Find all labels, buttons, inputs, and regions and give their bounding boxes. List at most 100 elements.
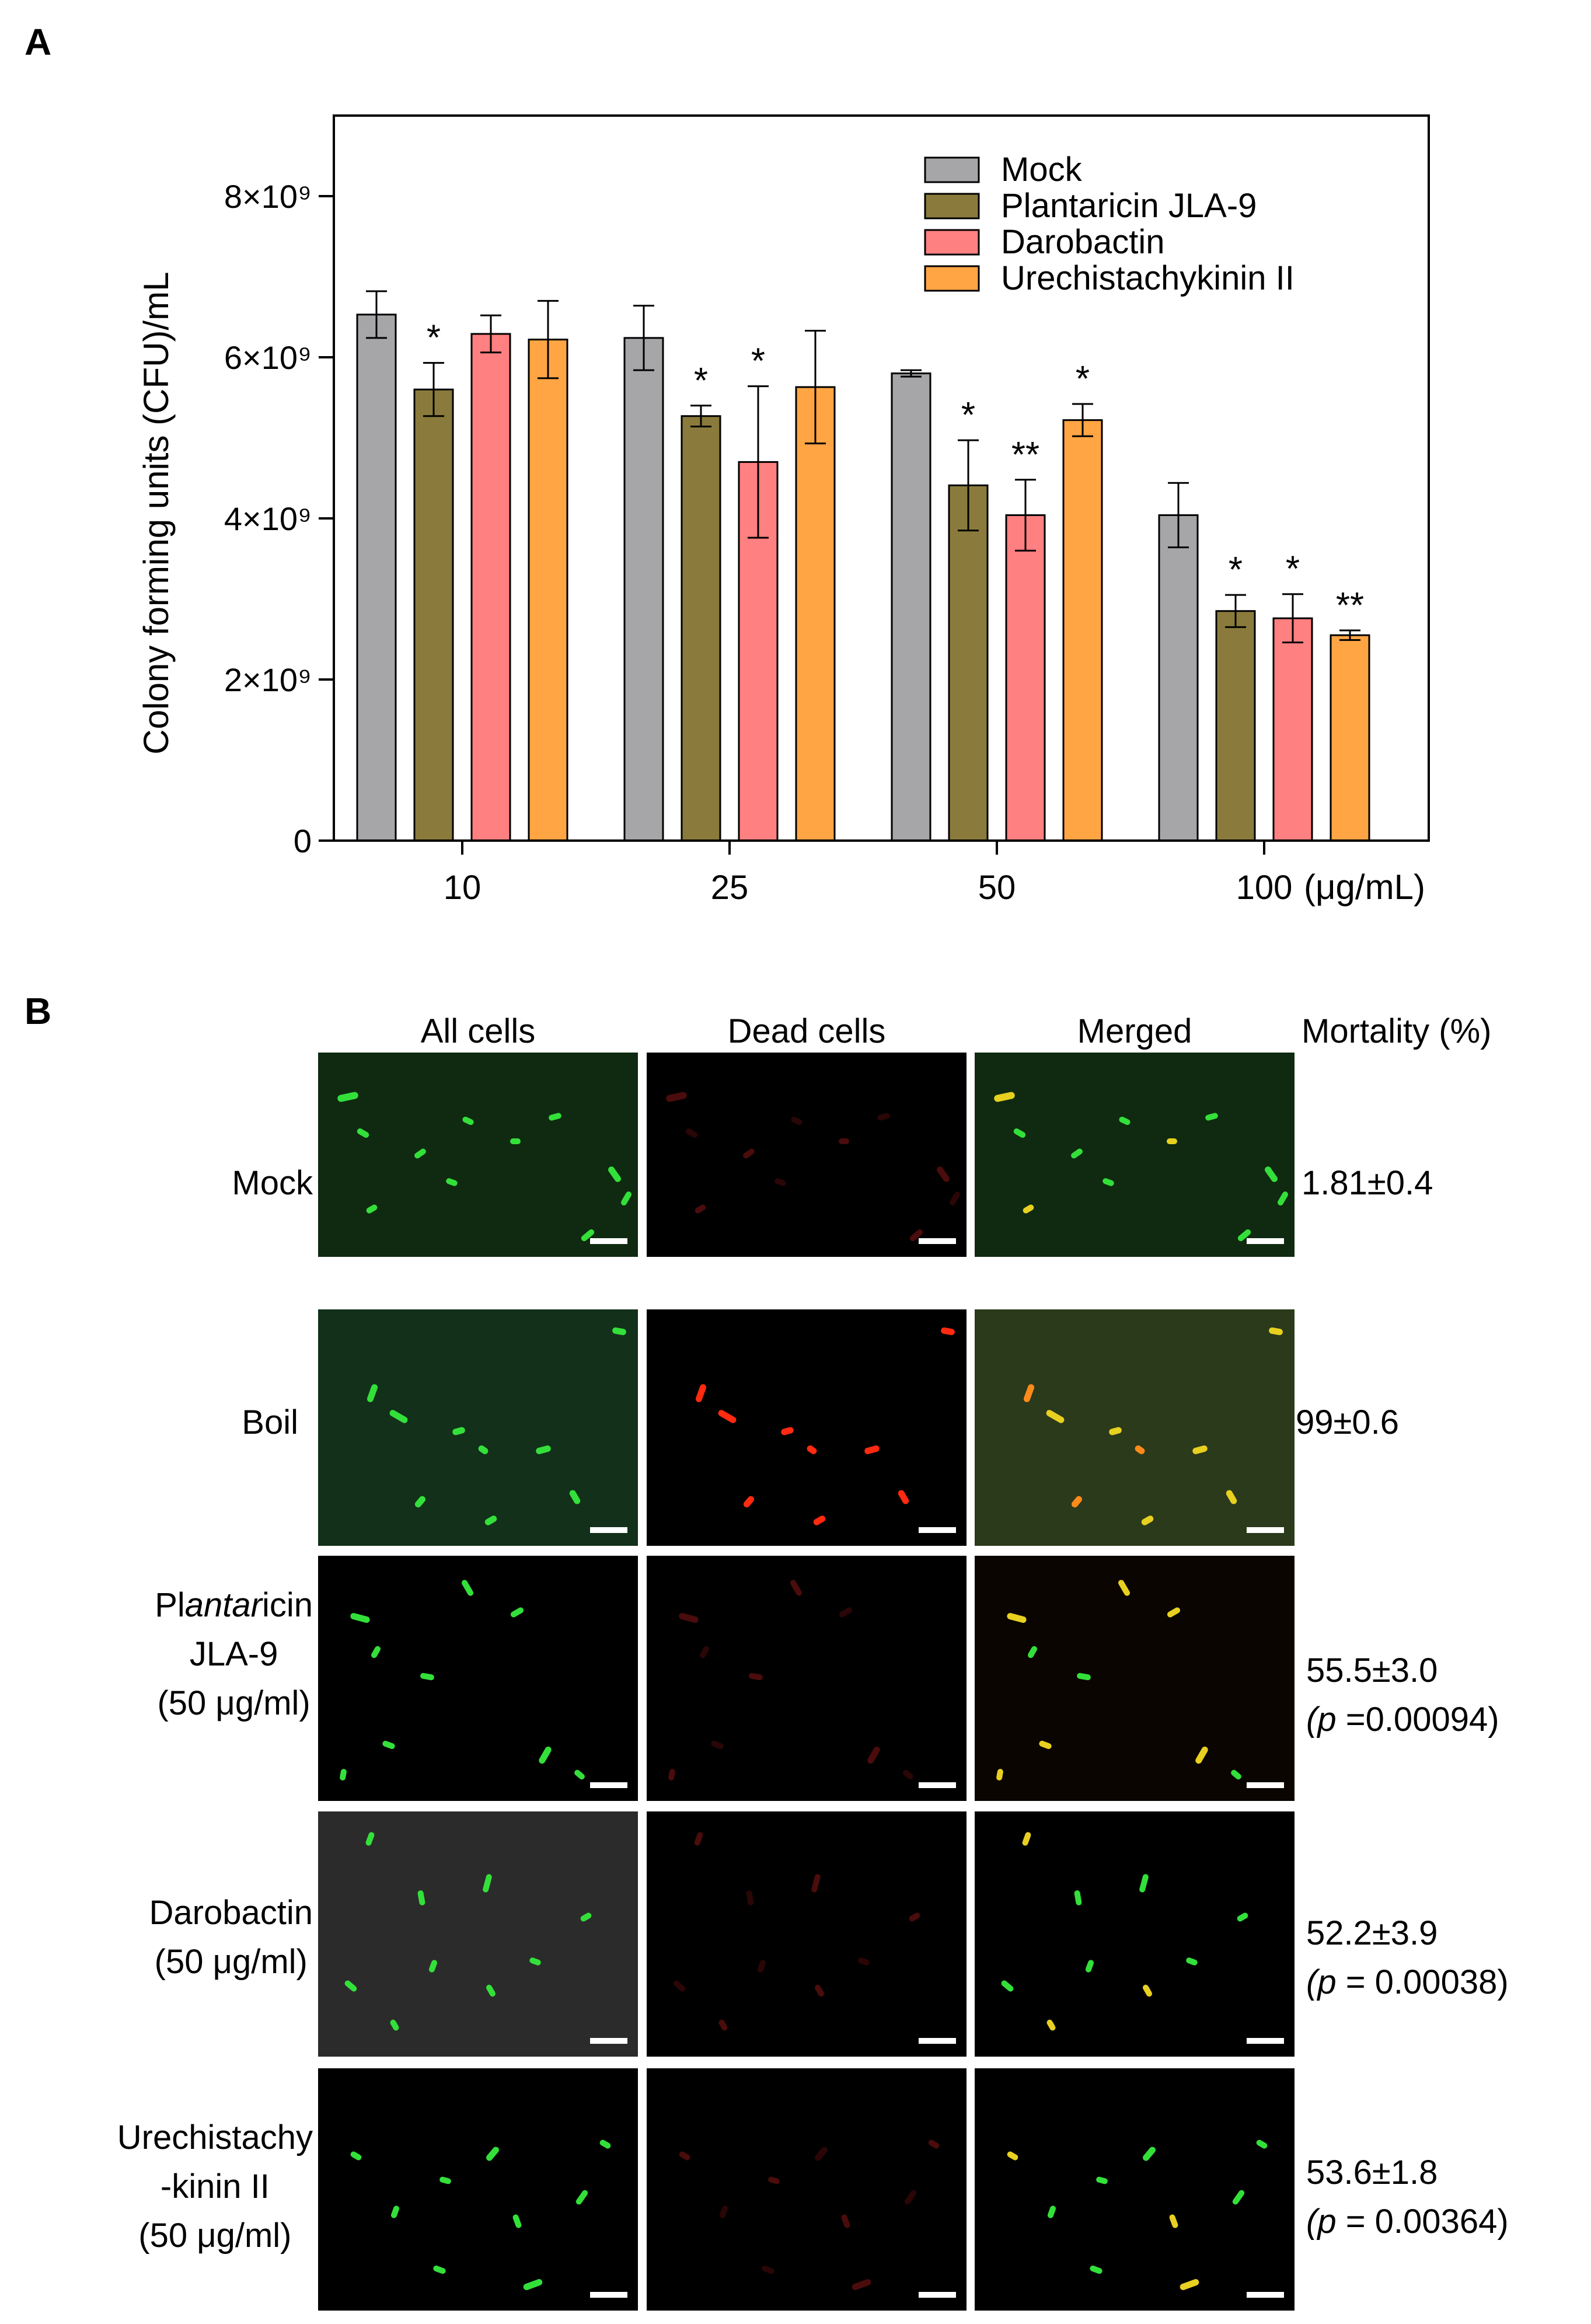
bacterial-cell: [813, 2145, 829, 2162]
bacterial-cell: [460, 1579, 474, 1597]
legend-label: Plantaricin JLA-9: [1001, 187, 1257, 225]
bacterial-cell: [1230, 1768, 1243, 1781]
significance-mark: *: [1229, 550, 1243, 590]
significance-mark: *: [751, 342, 765, 382]
image-mock-all-cells: [318, 1053, 638, 1257]
mortality-boil: 99±0.6: [1296, 1403, 1399, 1441]
bacterial-cell: [1276, 1190, 1289, 1207]
bacterial-cell: [1118, 1116, 1131, 1126]
image-urechistachykinin-dead-cells: [647, 2068, 967, 2311]
bacterial-cell: [1231, 2189, 1246, 2206]
image-boil-dead-cells: [647, 1309, 967, 1546]
bacterial-cell: [1038, 1740, 1052, 1750]
scale-bar: [919, 2038, 956, 2044]
x-tick-label: 100: [1236, 869, 1293, 907]
y-tick-label: 6×10⁹: [224, 339, 312, 376]
image-mock-merged: [975, 1053, 1295, 1257]
significance-mark: *: [427, 318, 441, 358]
bacterial-cell: [1166, 1607, 1181, 1619]
scale-bar: [1247, 1782, 1284, 1788]
significance-mark: *: [1076, 359, 1090, 399]
bacterial-cell: [1102, 1177, 1115, 1187]
bacterial-cell: [1108, 1426, 1123, 1436]
bacterial-cell: [414, 1494, 427, 1509]
legend-label: Urechistachykinin II: [1001, 259, 1295, 297]
bacterial-cell: [908, 1912, 922, 1923]
bacterial-cell: [485, 1984, 497, 1998]
bacterial-cell: [1006, 2150, 1019, 2162]
bacterial-cell: [1022, 1203, 1035, 1214]
scale-bar: [590, 1782, 627, 1788]
plot-frame: [333, 114, 1430, 842]
bars-group: [356, 313, 1370, 842]
row-label-boil: Boil: [242, 1403, 298, 1441]
bacterial-cell: [1095, 2176, 1109, 2185]
bacterial-cell: [936, 1165, 951, 1183]
bacterial-cell: [717, 2019, 728, 2032]
bacterial-cell: [1045, 2019, 1056, 2032]
column-header-dead-cells: Dead cells: [727, 1012, 886, 1050]
bacterial-cell: [445, 1177, 459, 1187]
bacterial-cell: [432, 2264, 447, 2275]
row-label-urechistachykinin: Urechistachy -kinin II (50 μg/ml): [117, 2119, 313, 2255]
x-unit-label: (μg/mL): [1304, 867, 1425, 907]
bacterial-cell: [599, 2138, 612, 2149]
x-tick-label: 10: [444, 869, 482, 907]
bacterial-cell: [1074, 1890, 1083, 1906]
y-tick-label: 0: [294, 823, 312, 859]
bacterial-cell: [580, 1912, 593, 1923]
bar: [1330, 634, 1370, 842]
bacterial-cell: [573, 1768, 587, 1781]
scale-bar: [590, 2038, 627, 2044]
bacterial-cell: [547, 1112, 562, 1121]
significance-mark: *: [1286, 549, 1300, 590]
bacterial-cell: [388, 1409, 409, 1424]
bacterial-cell: [1070, 1147, 1084, 1160]
bacterial-cell: [1194, 1745, 1209, 1765]
bacterial-cell: [767, 2176, 781, 2185]
bacterial-cell: [620, 1190, 633, 1207]
bacterial-cell: [607, 1165, 623, 1183]
bacterial-cell: [1070, 1494, 1084, 1509]
row-label-darobactin: Darobactin (50 μg/ml): [149, 1894, 313, 1981]
bacterial-cell: [838, 1138, 849, 1144]
scale-bar: [590, 1238, 627, 1244]
bacterial-cell: [1185, 1956, 1198, 1967]
bacterial-cell: [684, 1127, 699, 1139]
bacterial-cell: [484, 2145, 501, 2162]
bacterial-cell: [355, 1127, 370, 1139]
bacterial-cell: [756, 1959, 767, 1974]
bar: [470, 333, 511, 842]
bacterial-cell: [390, 2204, 400, 2219]
bacterial-cell: [717, 1409, 738, 1424]
bar: [891, 372, 931, 842]
bacterial-cell: [698, 1644, 710, 1659]
bacterial-cell: [774, 1177, 787, 1187]
bacterial-cell: [482, 1873, 493, 1893]
bacterial-cell: [866, 1745, 881, 1765]
mortality-darobactin: 52.2±3.9 (p = 0.00038): [1306, 1914, 1509, 2002]
bacterial-cell: [575, 2189, 589, 2206]
error-bars-group: [366, 290, 1360, 644]
legend-swatch: [924, 229, 980, 256]
bacterial-cell: [381, 1740, 396, 1750]
image-urechistachykinin-all-cells: [318, 2068, 638, 2311]
bacterial-cell: [718, 2204, 729, 2219]
bacterial-cell: [996, 1768, 1004, 1781]
bacterial-cell: [897, 1489, 910, 1506]
bacterial-cell: [1012, 1127, 1027, 1139]
bacterial-cell: [780, 1426, 795, 1436]
bacterial-cell: [417, 1890, 426, 1906]
bacterial-cell: [366, 1383, 379, 1403]
bacterial-cell: [1000, 1979, 1015, 1993]
scale-bar: [590, 2292, 627, 2298]
image-darobactin-dead-cells: [647, 1811, 967, 2057]
bacterial-cell: [1225, 1489, 1238, 1506]
bacterial-cell: [1264, 1165, 1279, 1183]
image-plantaricin-merged: [975, 1556, 1295, 1801]
bacterial-cell: [420, 1672, 435, 1681]
bar: [795, 386, 836, 842]
bacterial-cell: [1023, 1383, 1035, 1403]
bacterial-cell: [710, 1740, 724, 1750]
